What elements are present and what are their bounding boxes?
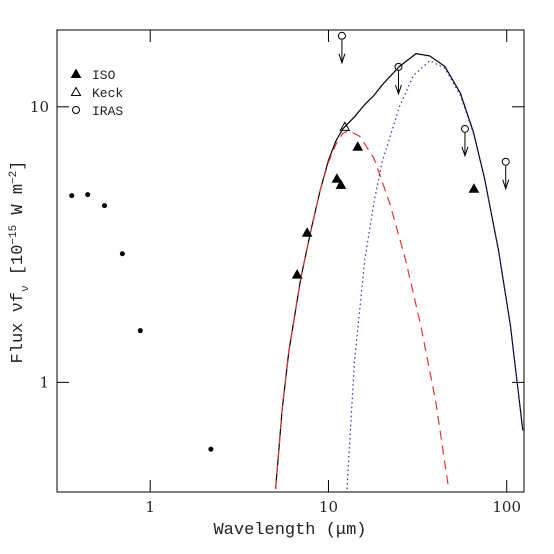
data-point — [460, 124, 469, 133]
y-label-part: ] — [9, 161, 28, 171]
plot-frame — [56, 29, 525, 493]
data-point — [119, 251, 125, 257]
data-point — [85, 192, 91, 198]
data-point — [501, 157, 510, 166]
y-tick-label: 10 — [30, 98, 49, 116]
upper-limit-head — [338, 53, 346, 65]
legend-marker — [70, 86, 82, 96]
data-point — [137, 328, 143, 334]
legend-marker — [70, 68, 82, 78]
data-point — [331, 173, 343, 183]
model-curve — [275, 129, 449, 490]
data-point — [468, 183, 480, 193]
x-axis-label: Wavelength (μm) — [213, 521, 366, 540]
upper-limit-head — [502, 179, 510, 191]
model-curve — [346, 59, 524, 490]
data-point — [301, 227, 313, 237]
model-curve — [275, 52, 524, 490]
x-tick-label: 10 — [319, 498, 338, 516]
upper-limit-head — [394, 84, 402, 96]
data-point — [339, 121, 351, 131]
x-tick-label: 1 — [145, 498, 155, 516]
data-point — [69, 193, 75, 199]
data-point — [335, 179, 347, 189]
y-label-part: −15 — [8, 225, 20, 245]
data-point — [352, 141, 364, 151]
y-tick-label: 1 — [39, 373, 49, 391]
data-point — [394, 62, 403, 71]
legend-label: Keck — [92, 86, 123, 101]
data-point — [291, 269, 303, 279]
legend-marker — [72, 106, 80, 114]
y-label-part: ν — [20, 285, 32, 292]
y-label-part: Flux νf — [9, 292, 28, 363]
legend-label: ISO — [92, 68, 116, 83]
upper-limit-head — [461, 146, 469, 158]
y-axis-label: Flux νfν [10−15 W m−2] — [8, 161, 32, 364]
data-point — [101, 203, 107, 209]
data-point — [337, 31, 346, 40]
y-label-part: −2 — [8, 171, 20, 184]
y-label-part: W m — [9, 184, 28, 225]
data-point — [208, 446, 214, 452]
x-tick-label: 100 — [492, 498, 521, 516]
legend-label: IRAS — [92, 104, 123, 119]
y-label-part: [10 — [9, 245, 28, 286]
